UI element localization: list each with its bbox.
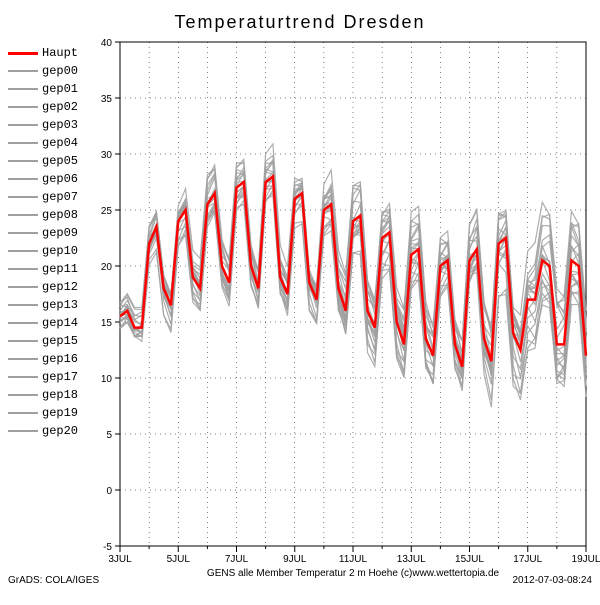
legend-swatch <box>8 232 38 234</box>
svg-text:GENS alle Member Temperatur 2: GENS alle Member Temperatur 2 m Hoehe (c… <box>207 568 500 579</box>
legend-swatch <box>8 412 38 414</box>
legend-swatch <box>8 88 38 90</box>
legend-swatch <box>8 304 38 306</box>
legend-item: gep05 <box>8 152 78 170</box>
legend-swatch <box>8 142 38 144</box>
legend-item: gep04 <box>8 134 78 152</box>
legend-item: gep11 <box>8 260 78 278</box>
svg-text:40: 40 <box>101 38 113 49</box>
legend-label: gep14 <box>42 314 78 332</box>
legend-item: gep14 <box>8 314 78 332</box>
credit-right: 2012-07-03-08:24 <box>512 575 592 586</box>
legend-label: gep10 <box>42 242 78 260</box>
legend-swatch <box>8 178 38 180</box>
legend-swatch <box>8 196 38 198</box>
legend-label: gep09 <box>42 224 78 242</box>
svg-text:30: 30 <box>101 150 113 161</box>
legend-label: gep01 <box>42 80 78 98</box>
svg-text:20: 20 <box>101 262 113 273</box>
legend-label: gep08 <box>42 206 78 224</box>
legend-item: Haupt <box>8 44 78 62</box>
legend-item: gep19 <box>8 404 78 422</box>
legend-label: gep07 <box>42 188 78 206</box>
legend-swatch <box>8 250 38 252</box>
legend-item: gep01 <box>8 80 78 98</box>
legend-label: gep13 <box>42 296 78 314</box>
legend-item: gep16 <box>8 350 78 368</box>
legend-swatch <box>8 70 38 72</box>
svg-text:9JUL: 9JUL <box>283 554 307 565</box>
chart-svg: -5 0 5 10 15 20 25 30 35 40 3JUL 5JUL 7JUL 9JUL 11JUL 1… <box>0 0 600 600</box>
legend-item: gep18 <box>8 386 78 404</box>
svg-text:5: 5 <box>106 430 112 441</box>
legend-label: Haupt <box>42 44 78 62</box>
legend-item: gep07 <box>8 188 78 206</box>
svg-text:25: 25 <box>101 206 113 217</box>
svg-text:15: 15 <box>101 318 113 329</box>
legend-item: gep02 <box>8 98 78 116</box>
legend-label: gep00 <box>42 62 78 80</box>
legend: Hauptgep00gep01gep02gep03gep04gep05gep06… <box>8 44 78 440</box>
legend-label: gep16 <box>42 350 78 368</box>
legend-item: gep13 <box>8 296 78 314</box>
legend-item: gep12 <box>8 278 78 296</box>
legend-item: gep17 <box>8 368 78 386</box>
legend-swatch <box>8 286 38 288</box>
svg-text:35: 35 <box>101 94 113 105</box>
legend-item: gep15 <box>8 332 78 350</box>
legend-label: gep18 <box>42 386 78 404</box>
legend-swatch <box>8 376 38 378</box>
legend-swatch <box>8 268 38 270</box>
legend-swatch <box>8 340 38 342</box>
legend-swatch <box>8 106 38 108</box>
svg-text:19JUL: 19JUL <box>572 554 600 565</box>
svg-text:10: 10 <box>101 374 113 385</box>
legend-label: gep19 <box>42 404 78 422</box>
svg-text:13JUL: 13JUL <box>397 554 426 565</box>
legend-item: gep09 <box>8 224 78 242</box>
legend-item: gep00 <box>8 62 78 80</box>
legend-label: gep15 <box>42 332 78 350</box>
svg-text:17JUL: 17JUL <box>513 554 542 565</box>
legend-item: gep20 <box>8 422 78 440</box>
legend-label: gep06 <box>42 170 78 188</box>
legend-swatch <box>8 124 38 126</box>
legend-label: gep04 <box>42 134 78 152</box>
svg-text:-5: -5 <box>103 542 112 553</box>
credit-left: GrADS: COLA/IGES <box>8 575 99 586</box>
svg-text:11JUL: 11JUL <box>339 554 368 565</box>
legend-swatch <box>8 52 38 55</box>
legend-item: gep03 <box>8 116 78 134</box>
legend-swatch <box>8 430 38 432</box>
legend-label: gep03 <box>42 116 78 134</box>
legend-item: gep06 <box>8 170 78 188</box>
chart-title: Temperaturtrend Dresden <box>0 12 600 33</box>
legend-label: gep02 <box>42 98 78 116</box>
legend-item: gep10 <box>8 242 78 260</box>
svg-text:15JUL: 15JUL <box>455 554 484 565</box>
svg-text:0: 0 <box>106 486 112 497</box>
legend-swatch <box>8 160 38 162</box>
legend-label: gep05 <box>42 152 78 170</box>
legend-swatch <box>8 358 38 360</box>
legend-swatch <box>8 214 38 216</box>
legend-label: gep17 <box>42 368 78 386</box>
legend-swatch <box>8 394 38 396</box>
legend-swatch <box>8 322 38 324</box>
legend-label: gep12 <box>42 278 78 296</box>
svg-text:7JUL: 7JUL <box>225 554 249 565</box>
legend-item: gep08 <box>8 206 78 224</box>
svg-text:3JUL: 3JUL <box>108 554 132 565</box>
legend-label: gep11 <box>42 260 78 278</box>
legend-label: gep20 <box>42 422 78 440</box>
chart-container: Temperaturtrend Dresden -5 0 5 10 15 20 25 30 35… <box>0 0 600 600</box>
svg-text:5JUL: 5JUL <box>167 554 191 565</box>
